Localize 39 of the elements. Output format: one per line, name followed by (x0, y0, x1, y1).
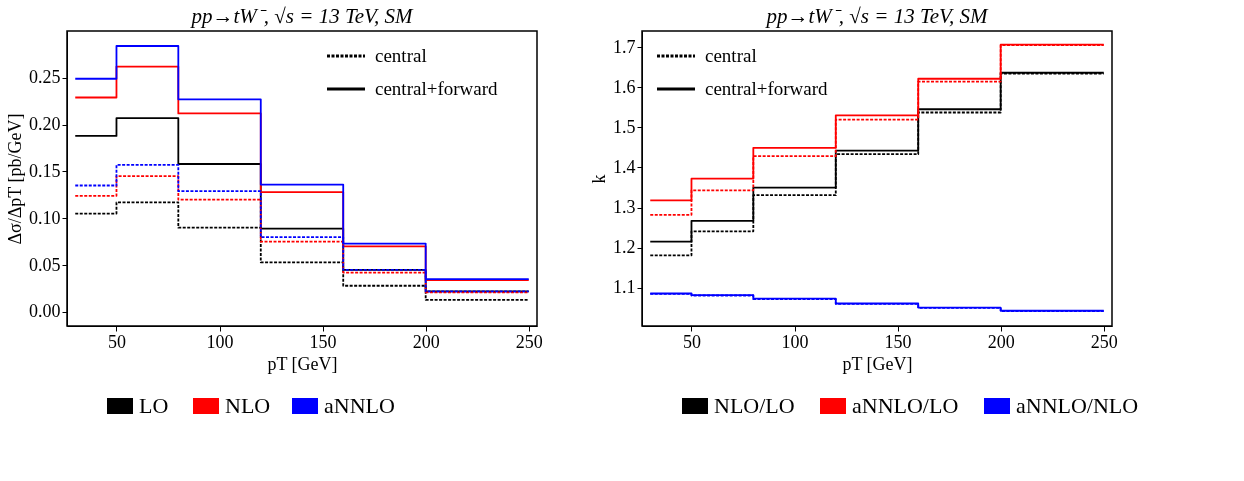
x-tick-label: 100 (781, 331, 809, 352)
legend-label: LO (139, 393, 169, 418)
y-tick-label: 1.1 (613, 277, 636, 298)
y-tick-label: 0.05 (29, 254, 61, 275)
y-tick-label: 1.7 (613, 36, 636, 57)
annotation: central (705, 45, 757, 66)
legend-label: aNNLO (324, 393, 395, 418)
x-tick-label: 100 (206, 331, 234, 352)
x-tick-label: 200 (987, 331, 1015, 352)
chart-title: pp→tW⁻, √s = 13 TeV, SM (189, 4, 415, 28)
x-tick-label: 200 (412, 331, 440, 352)
x-axis-title: pT [GeV] (267, 353, 338, 374)
legend-label: aNNLO/NLO (1016, 393, 1139, 418)
y-tick-label: 1.2 (613, 237, 636, 258)
x-tick-label: 150 (884, 331, 912, 352)
y-tick-label: 1.5 (613, 116, 636, 137)
legend-label: NLO/LO (714, 393, 795, 418)
y-tick-label: 0.10 (29, 207, 61, 228)
y-tick-label: 0.20 (29, 114, 61, 135)
x-tick-label: 250 (515, 331, 543, 352)
y-axis-title: Δσ/ΔpT [pb/GeV] (5, 113, 25, 245)
y-tick-label: 1.3 (613, 197, 636, 218)
x-tick-label: 250 (1090, 331, 1118, 352)
y-tick-label: 1.6 (613, 76, 636, 97)
chart-title: pp→tW⁻, √s = 13 TeV, SM (764, 4, 990, 28)
y-tick-label: 1.4 (613, 156, 636, 177)
legend-label: NLO (225, 393, 271, 418)
annotation: central+forward (375, 78, 499, 99)
y-tick-label: 0.15 (29, 160, 61, 181)
y-tick-label: 0.00 (29, 301, 61, 322)
x-tick-label: 50 (107, 331, 126, 352)
legend-label: aNNLO/LO (852, 393, 959, 418)
y-axis-title: k (589, 174, 609, 184)
x-tick-label: 150 (309, 331, 337, 352)
annotation: central+forward (705, 78, 829, 99)
annotation: central (375, 45, 427, 66)
x-tick-label: 50 (682, 331, 701, 352)
x-axis-title: pT [GeV] (842, 353, 913, 374)
y-tick-label: 0.25 (29, 67, 61, 88)
